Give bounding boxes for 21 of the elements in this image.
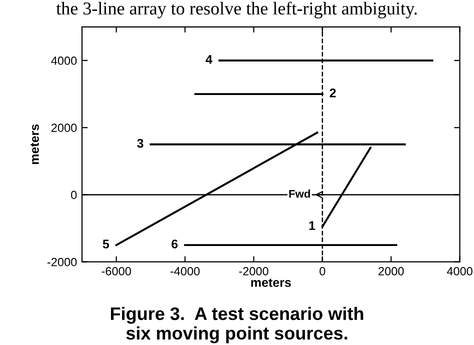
annotation: Fwd: [289, 190, 310, 198]
annotation: 5: [102, 240, 110, 248]
text: Figure 3. A test scenario with six moving point sources.: [110, 306, 364, 344]
y-tick-label: -2000: [47, 258, 77, 266]
x-tick-label: -2000: [239, 267, 268, 276]
annotation: 6: [172, 240, 178, 248]
y-tick-label: 0: [71, 190, 77, 200]
x-tick-label: 2000: [378, 267, 404, 276]
annotation: 1: [309, 221, 316, 230]
x-tick-label: -6000: [102, 267, 131, 276]
annotation: 2: [330, 88, 336, 98]
annotation: 4: [206, 55, 212, 64]
x-tick-label: 0: [320, 267, 326, 276]
y-tick-label: 2000: [51, 124, 77, 132]
x-tick-label: 4000: [446, 267, 472, 276]
y-tick-label: 4000: [51, 56, 77, 65]
text: the 3-line array to resolve the left-right ambiguity.: [56, 2, 417, 18]
x-axis-title: meters: [251, 278, 291, 287]
x-tick-label: -4000: [170, 267, 200, 276]
y-axis-title: meters: [30, 124, 39, 164]
annotation: 3: [137, 138, 144, 148]
